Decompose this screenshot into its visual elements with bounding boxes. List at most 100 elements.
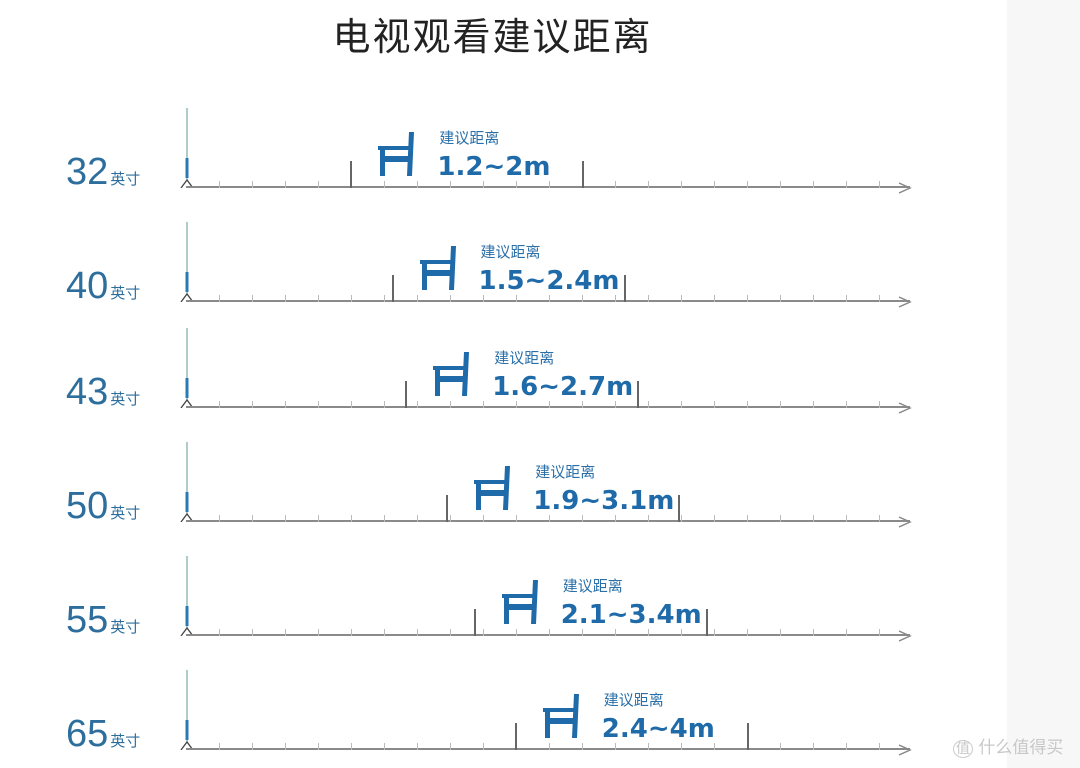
axis-tick bbox=[483, 401, 484, 408]
axis-tick bbox=[417, 295, 418, 302]
axis-tick bbox=[648, 743, 649, 750]
distance-row: 65 英寸 建议距离 2.4~4m bbox=[0, 640, 1000, 756]
axis-tick bbox=[879, 629, 880, 636]
axis-tick bbox=[417, 401, 418, 408]
axis-tick bbox=[450, 515, 451, 522]
axis-tick bbox=[285, 743, 286, 750]
axis-tick bbox=[384, 629, 385, 636]
range-start-mark bbox=[446, 495, 449, 522]
axis-tick bbox=[417, 181, 418, 188]
axis-tick bbox=[747, 515, 748, 522]
range-start-mark bbox=[514, 723, 517, 750]
axis-tick bbox=[813, 181, 814, 188]
axis-tick bbox=[252, 629, 253, 636]
axis-tick bbox=[648, 515, 649, 522]
axis-tick bbox=[417, 743, 418, 750]
distance-row: 43 英寸 建议距离 1.6~2.7m bbox=[0, 298, 1000, 414]
range-start-mark bbox=[350, 161, 353, 188]
axis-tick bbox=[285, 515, 286, 522]
axis-tick bbox=[780, 629, 781, 636]
tv-size-number: 32 bbox=[66, 151, 109, 193]
recommended-distance-label: 建议距离 bbox=[603, 691, 664, 709]
distance-range: 1.5~2.4m bbox=[478, 266, 620, 296]
axis-tick bbox=[615, 743, 616, 750]
axis-tick bbox=[351, 401, 352, 408]
axis-tick bbox=[516, 401, 517, 408]
recommended-distance-label: 建议距离 bbox=[480, 243, 541, 261]
axis-tick bbox=[483, 743, 484, 750]
distance-range: 1.2~2m bbox=[437, 152, 551, 182]
axis-tick bbox=[318, 515, 319, 522]
recommended-distance-label: 建议距离 bbox=[535, 463, 596, 481]
axis-tick bbox=[318, 181, 319, 188]
page-title: 电视观看建议距离 bbox=[332, 15, 653, 59]
axis-tick bbox=[582, 515, 583, 522]
range-end-mark bbox=[678, 495, 681, 522]
distance-row: 50 英寸 建议距离 1.9~3.1m bbox=[0, 412, 1000, 528]
axis-tick bbox=[351, 515, 352, 522]
axis-tick bbox=[747, 295, 748, 302]
range-end-mark bbox=[637, 381, 640, 408]
side-band bbox=[1007, 0, 1080, 768]
distance-range: 2.1~3.4m bbox=[560, 600, 702, 630]
tv-size-unit: 英寸 bbox=[110, 619, 141, 636]
axis-tick bbox=[747, 401, 748, 408]
watermark: 值 什么值得买 bbox=[953, 733, 1063, 758]
axis-tick bbox=[516, 515, 517, 522]
axis-tick bbox=[846, 515, 847, 522]
axis-tick bbox=[483, 181, 484, 188]
distance-axis bbox=[186, 300, 910, 302]
recommended-distance-label: 建议距离 bbox=[494, 349, 555, 367]
distance-axis bbox=[186, 748, 910, 750]
axis-tick bbox=[219, 515, 220, 522]
axis-tick bbox=[318, 295, 319, 302]
axis-tick bbox=[813, 515, 814, 522]
watermark-badge: 值 bbox=[953, 740, 973, 758]
axis-tick bbox=[813, 295, 814, 302]
axis-tick bbox=[549, 629, 550, 636]
axis-tick bbox=[219, 401, 220, 408]
arrow-icon bbox=[898, 630, 912, 642]
tv-size-number: 65 bbox=[66, 713, 109, 755]
axis-tick bbox=[615, 401, 616, 408]
axis-tick bbox=[252, 295, 253, 302]
tv-icon bbox=[180, 222, 194, 302]
axis-tick bbox=[714, 515, 715, 522]
range-end-mark bbox=[705, 609, 708, 636]
axis-tick bbox=[813, 629, 814, 636]
axis-tick bbox=[648, 295, 649, 302]
axis-tick bbox=[252, 515, 253, 522]
axis-tick bbox=[780, 181, 781, 188]
axis-tick bbox=[549, 401, 550, 408]
tv-size-unit: 英寸 bbox=[110, 171, 141, 188]
axis-tick bbox=[285, 629, 286, 636]
axis-tick bbox=[681, 181, 682, 188]
axis-tick bbox=[450, 181, 451, 188]
axis-tick bbox=[450, 743, 451, 750]
chair-icon bbox=[419, 246, 456, 290]
axis-tick bbox=[615, 181, 616, 188]
axis-tick bbox=[285, 181, 286, 188]
watermark-text: 什么值得买 bbox=[978, 738, 1064, 758]
tv-icon bbox=[180, 442, 194, 522]
distance-row: 32 英寸 建议距离 1.2~2m bbox=[0, 78, 1000, 194]
chair-icon bbox=[378, 132, 415, 176]
distance-range: 1.9~3.1m bbox=[533, 486, 675, 516]
axis-tick bbox=[846, 629, 847, 636]
tv-icon bbox=[180, 556, 194, 636]
recommended-distance-label: 建议距离 bbox=[562, 577, 623, 595]
axis-tick bbox=[384, 181, 385, 188]
tv-size: 55 英寸 bbox=[66, 599, 140, 642]
distance-axis bbox=[186, 186, 910, 188]
tv-size: 50 英寸 bbox=[66, 485, 140, 528]
axis-tick bbox=[780, 743, 781, 750]
axis-tick bbox=[681, 743, 682, 750]
axis-tick bbox=[549, 743, 550, 750]
tv-size: 32 英寸 bbox=[66, 151, 140, 194]
tv-size-unit: 英寸 bbox=[110, 285, 141, 302]
axis-tick bbox=[252, 181, 253, 188]
axis-tick bbox=[879, 515, 880, 522]
tv-size-number: 43 bbox=[66, 371, 109, 413]
arrow-icon bbox=[898, 402, 912, 414]
axis-tick bbox=[681, 295, 682, 302]
